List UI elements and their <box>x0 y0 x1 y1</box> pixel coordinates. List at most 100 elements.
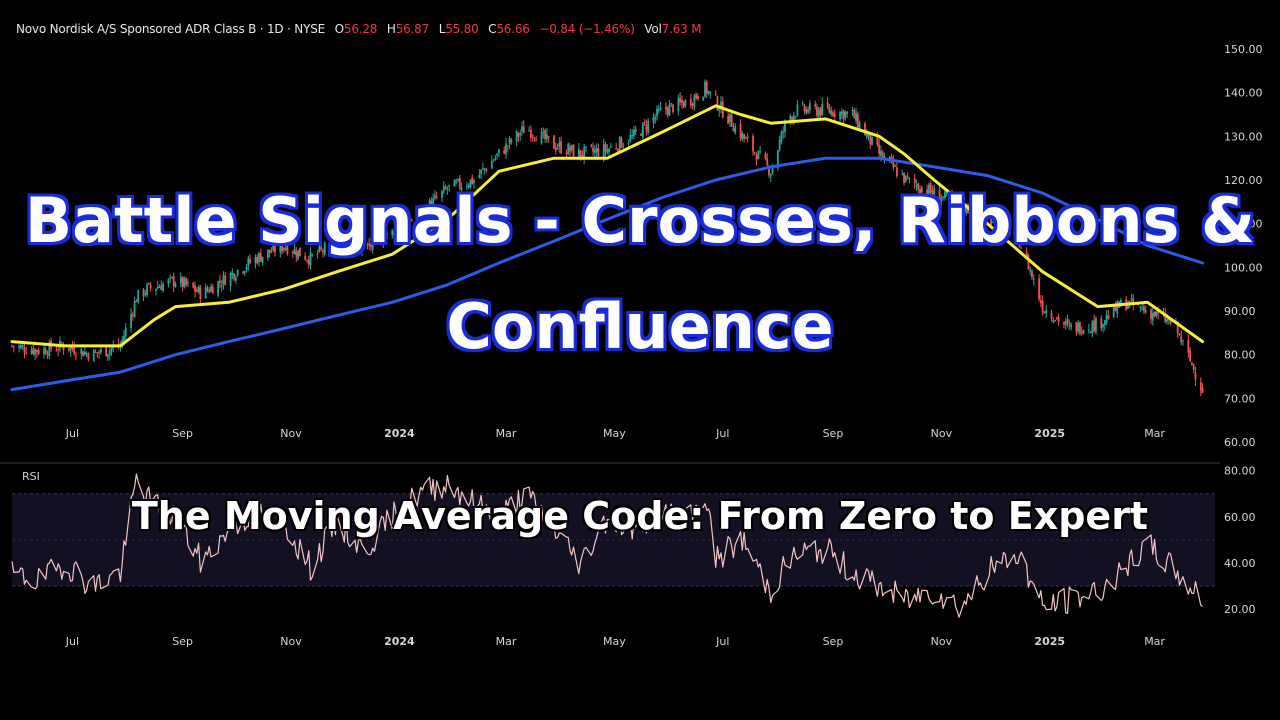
candle-body[interactable] <box>558 142 561 148</box>
candle-body[interactable] <box>1141 308 1144 310</box>
candle-body[interactable] <box>18 345 21 348</box>
candle-body[interactable] <box>259 253 262 262</box>
candle-body[interactable] <box>684 99 687 106</box>
candle-body[interactable] <box>270 251 273 253</box>
candle-body[interactable] <box>1064 321 1067 325</box>
candle-body[interactable] <box>1187 339 1190 353</box>
candle-body[interactable] <box>384 237 387 243</box>
candle-body[interactable] <box>565 152 568 155</box>
candle-body[interactable] <box>590 144 593 147</box>
candle-body[interactable] <box>1176 321 1179 334</box>
candle-body[interactable] <box>1093 320 1096 332</box>
candle-body[interactable] <box>942 196 945 199</box>
candle-body[interactable] <box>1032 278 1035 280</box>
candle-body[interactable] <box>1157 311 1160 314</box>
candle-body[interactable] <box>670 103 673 105</box>
candle-body[interactable] <box>1201 388 1204 393</box>
candle-body[interactable] <box>606 149 609 153</box>
candle-body[interactable] <box>730 115 733 127</box>
candle-body[interactable] <box>211 286 214 294</box>
candle-body[interactable] <box>963 204 966 213</box>
candle-body[interactable] <box>753 152 756 154</box>
candle-body[interactable] <box>98 352 100 354</box>
candle-body[interactable] <box>679 97 682 103</box>
candle-body[interactable] <box>1167 319 1170 321</box>
candle-body[interactable] <box>403 226 406 229</box>
candle-body[interactable] <box>728 113 731 122</box>
candle-body[interactable] <box>1055 317 1058 319</box>
candle-body[interactable] <box>1107 315 1110 319</box>
candle-body[interactable] <box>1192 364 1195 370</box>
candle-body[interactable] <box>517 133 520 137</box>
candle-body[interactable] <box>990 215 993 225</box>
candle-body[interactable] <box>130 313 132 329</box>
candle-body[interactable] <box>743 134 746 139</box>
candle-body[interactable] <box>979 210 982 213</box>
candle-body[interactable] <box>881 152 884 159</box>
candle-body[interactable] <box>839 111 841 120</box>
candle-body[interactable] <box>876 136 879 145</box>
candle-body[interactable] <box>643 121 646 123</box>
candle-body[interactable] <box>370 243 372 247</box>
candle-body[interactable] <box>307 259 310 265</box>
candle-body[interactable] <box>419 208 422 217</box>
candle-body[interactable] <box>11 345 13 347</box>
candle-body[interactable] <box>880 150 882 156</box>
candle-body[interactable] <box>210 286 212 292</box>
candle-body[interactable] <box>965 204 968 214</box>
candle-body[interactable] <box>913 178 916 184</box>
candle-body[interactable] <box>222 274 225 285</box>
candle-body[interactable] <box>197 286 200 293</box>
candle-body[interactable] <box>284 248 287 250</box>
candle-body[interactable] <box>654 116 657 120</box>
candle-body[interactable] <box>169 276 172 278</box>
candle-body[interactable] <box>1038 278 1040 300</box>
candle-body[interactable] <box>1139 306 1142 308</box>
candle-body[interactable] <box>368 243 371 246</box>
candle-body[interactable] <box>833 113 836 117</box>
candle-body[interactable] <box>714 93 717 95</box>
candle-body[interactable] <box>917 183 920 190</box>
candle-body[interactable] <box>1194 372 1197 380</box>
candle-body[interactable] <box>629 135 632 142</box>
candle-body[interactable] <box>158 286 161 288</box>
candle-body[interactable] <box>796 104 799 116</box>
candle-body[interactable] <box>46 354 49 356</box>
candle-body[interactable] <box>1116 301 1119 314</box>
candle-body[interactable] <box>444 187 447 189</box>
candle-body[interactable] <box>1016 228 1019 231</box>
candle-body[interactable] <box>121 339 124 344</box>
candle-body[interactable] <box>782 131 785 133</box>
candle-body[interactable] <box>572 144 575 157</box>
ma-fast-line[interactable] <box>10 104 1205 348</box>
candle-body[interactable] <box>908 177 911 179</box>
candle-body[interactable] <box>382 242 385 244</box>
candle-body[interactable] <box>1151 313 1154 321</box>
candle-body[interactable] <box>640 133 642 136</box>
candle-body[interactable] <box>146 284 148 296</box>
candle-body[interactable] <box>755 155 758 161</box>
candle-body[interactable] <box>123 336 125 343</box>
candle-body[interactable] <box>1182 340 1184 342</box>
candle-body[interactable] <box>167 279 170 284</box>
candle-body[interactable] <box>622 145 625 147</box>
candle-body[interactable] <box>220 285 223 287</box>
candle-body[interactable] <box>1066 319 1069 323</box>
candle-body[interactable] <box>904 175 907 182</box>
candle-body[interactable] <box>1075 322 1078 333</box>
candle-body[interactable] <box>926 189 929 194</box>
candle-body[interactable] <box>816 106 818 116</box>
candle-body[interactable] <box>485 169 488 171</box>
candle-body[interactable] <box>416 215 419 222</box>
candle-body[interactable] <box>542 131 545 133</box>
candle-body[interactable] <box>494 157 497 160</box>
candle-body[interactable] <box>609 146 612 148</box>
candle-body[interactable] <box>446 188 449 190</box>
candle-body[interactable] <box>1020 247 1023 249</box>
candle-body[interactable] <box>769 174 772 177</box>
candle-body[interactable] <box>814 104 817 107</box>
candle-body[interactable] <box>803 105 806 112</box>
candle-body[interactable] <box>23 347 26 353</box>
candle-body[interactable] <box>768 167 770 176</box>
